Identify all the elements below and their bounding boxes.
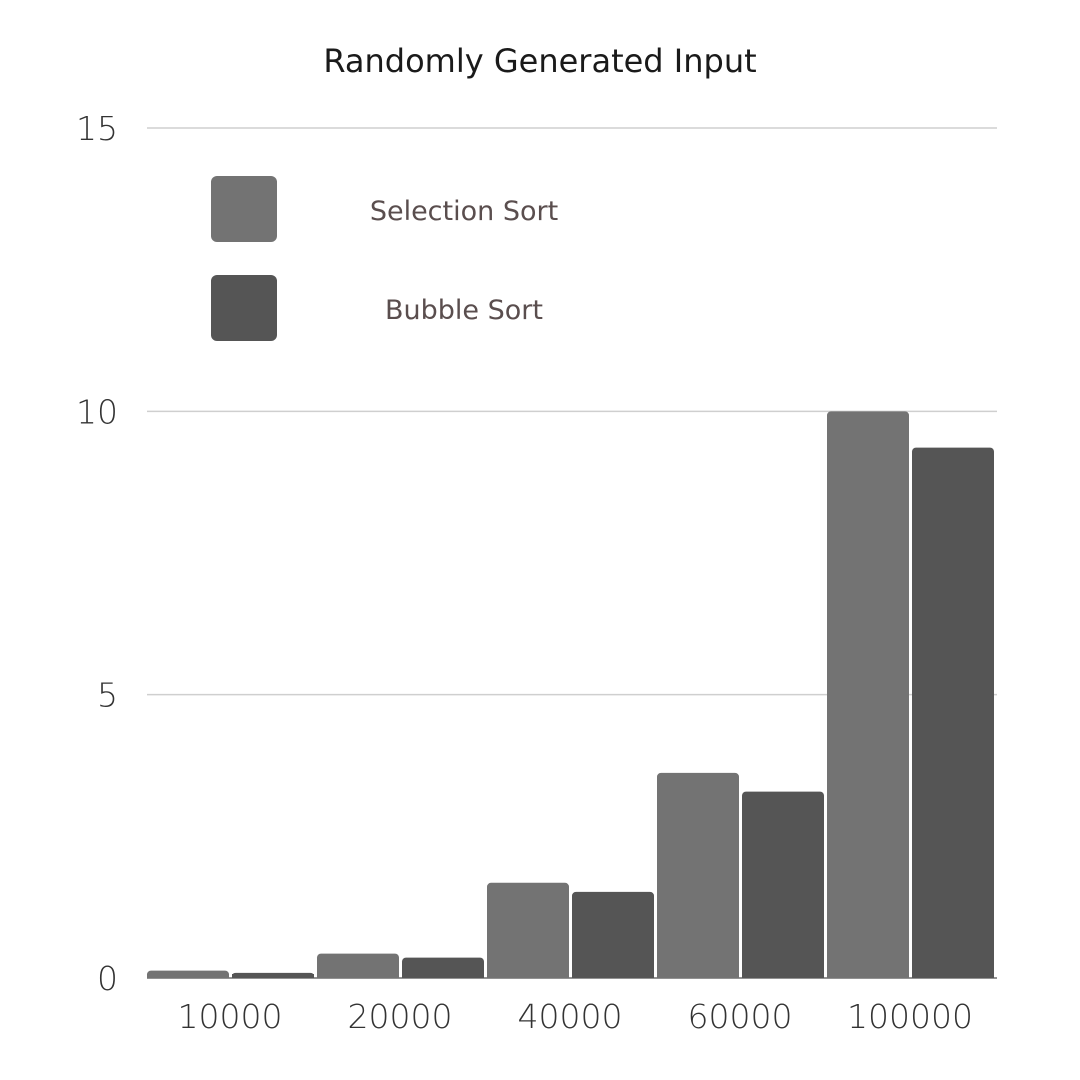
- x-tick-label: 40000: [518, 997, 623, 1036]
- bar-base-fill: [912, 974, 994, 978]
- bar-base-fill: [827, 974, 909, 978]
- bar-bubble-sort-40000: [572, 891, 654, 978]
- y-tick-label: 5: [97, 676, 118, 715]
- y-axis-ticks: 0 5 10 15: [76, 109, 118, 998]
- bar-selection-sort-20000: [317, 953, 399, 978]
- legend-label: Bubble Sort: [385, 295, 543, 326]
- bar-selection-sort-40000: [487, 882, 569, 978]
- legend-swatch-selection-sort: [211, 176, 277, 242]
- legend: Selection Sort Bubble Sort: [211, 176, 558, 341]
- bar-selection-sort-60000: [657, 772, 739, 978]
- y-tick-label: 0: [97, 959, 118, 998]
- bar-base-fill: [487, 974, 569, 978]
- bar-bubble-sort-60000: [742, 791, 824, 978]
- bar-base-fill: [657, 974, 739, 978]
- y-tick-label: 15: [76, 109, 118, 148]
- x-tick-label: 20000: [348, 997, 453, 1036]
- x-axis-ticks: 10000 20000 40000 60000 100000: [178, 997, 973, 1036]
- chart-title: Randomly Generated Input: [323, 42, 756, 80]
- legend-swatch-bubble-sort: [211, 275, 277, 341]
- bar-selection-sort-100000: [827, 411, 909, 978]
- bars: [147, 411, 994, 979]
- bar-base-fill: [317, 974, 399, 978]
- x-tick-label: 60000: [688, 997, 793, 1036]
- bar-base-fill: [232, 974, 314, 978]
- legend-label: Selection Sort: [370, 196, 558, 227]
- bar-base-fill: [572, 974, 654, 978]
- y-tick-label: 10: [76, 392, 118, 431]
- bar-bubble-sort-20000: [402, 957, 484, 978]
- bar-base-fill: [147, 974, 229, 978]
- bar-base-fill: [402, 974, 484, 978]
- x-tick-label: 10000: [178, 997, 283, 1036]
- bar-bubble-sort-100000: [912, 447, 994, 979]
- bar-base-fill: [742, 974, 824, 978]
- x-tick-label: 100000: [847, 997, 973, 1036]
